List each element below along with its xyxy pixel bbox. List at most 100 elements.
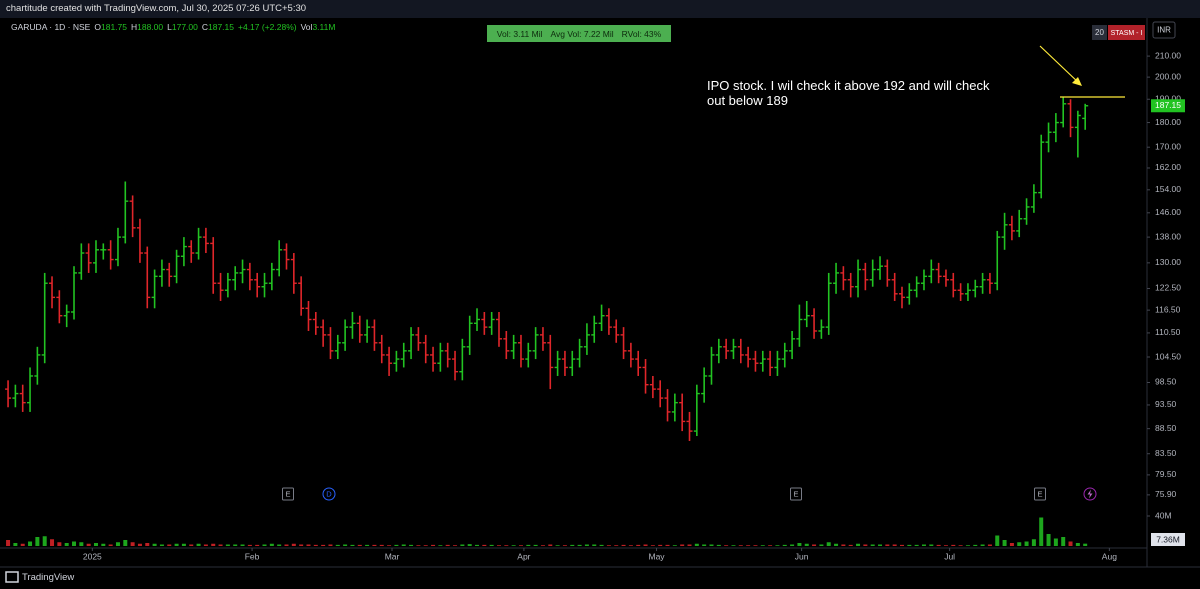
volume-bar — [211, 543, 216, 546]
volume-bar — [1075, 543, 1080, 546]
volume-bar — [350, 544, 355, 546]
footer-logo — [5, 571, 19, 583]
volume-bar — [269, 543, 274, 546]
field-key: H — [130, 22, 138, 32]
volume-bar — [277, 544, 282, 546]
volume-bar — [284, 544, 289, 546]
volume-bar — [489, 544, 494, 546]
symbol: GARUDA · 1D · NSE — [11, 22, 91, 32]
y-tick-label: 88.50 — [1155, 423, 1177, 433]
top-banner — [0, 0, 1200, 18]
volume-bar — [460, 544, 465, 546]
volume-bar — [804, 543, 809, 546]
currency-box[interactable] — [1152, 21, 1176, 39]
volume-bar — [987, 544, 992, 546]
volume-bar — [291, 543, 296, 546]
volume-bar — [753, 545, 758, 546]
volume-bar — [313, 544, 318, 546]
volume-bar — [973, 544, 978, 546]
y-tick-label: 122.50 — [1155, 283, 1181, 293]
event-icon[interactable] — [790, 487, 802, 501]
volume-bar — [72, 541, 77, 546]
field-value: 187.15 — [208, 22, 234, 32]
volume-bar — [299, 544, 304, 546]
volume-bar — [365, 544, 370, 546]
volume-bar — [504, 545, 509, 546]
volume-bar — [819, 544, 824, 546]
volume-bar — [1053, 538, 1058, 546]
event-label[interactable]: D — [326, 489, 332, 498]
volume-bar — [834, 543, 839, 546]
field-key: Vol — [300, 22, 313, 32]
volume-bar — [28, 541, 33, 546]
volume-bar — [174, 543, 179, 546]
volume-bar — [687, 544, 692, 546]
volume-bar — [445, 544, 450, 546]
volume-bar — [225, 544, 230, 546]
event-icon[interactable] — [1034, 487, 1046, 501]
volume-bar — [760, 545, 765, 546]
event-icon[interactable] — [282, 487, 294, 501]
volume-bar — [929, 544, 934, 546]
badge-box[interactable] — [1108, 25, 1145, 40]
volume-bar — [50, 539, 55, 546]
x-tick-label: 2025 — [83, 551, 102, 561]
volume-bar — [401, 544, 406, 546]
volume-bar — [189, 544, 194, 546]
volume-bar — [152, 543, 157, 546]
event-label[interactable]: E — [285, 489, 290, 498]
event-icon[interactable] — [1083, 487, 1097, 501]
footer-brand: TradingView — [22, 572, 74, 583]
y-tick-label: 116.50 — [1155, 304, 1181, 314]
event-icon[interactable] — [322, 487, 336, 501]
volume-tag: 7.36M — [1156, 534, 1180, 544]
volume-bar — [899, 544, 904, 546]
volume-bar — [108, 544, 113, 546]
volume-bar — [562, 545, 567, 546]
y-tick-label: 110.50 — [1155, 327, 1181, 337]
y-tick-label: 146.00 — [1155, 207, 1181, 217]
chart-pane — [0, 18, 1200, 567]
price-tag-box — [1151, 99, 1185, 113]
volume-bar — [709, 544, 714, 546]
volume-bar — [628, 545, 633, 546]
field-value: 188.00 — [137, 22, 164, 32]
volume-status: Vol: 3.11 Mil Avg Vol: 7.22 Mil RVol: 43… — [487, 25, 671, 42]
volume-bar — [196, 543, 201, 546]
badge-box[interactable] — [1092, 25, 1107, 40]
volume-bar — [775, 545, 780, 546]
volume-bar — [431, 544, 436, 546]
x-tick-label: Mar — [385, 551, 400, 561]
volume-bar — [482, 544, 487, 546]
volume-bar — [797, 543, 802, 546]
volume-bar — [240, 544, 245, 546]
volume-bar — [453, 545, 458, 546]
currency[interactable]: INR — [1157, 26, 1171, 35]
event-label[interactable]: E — [793, 489, 798, 498]
volume-bar — [145, 543, 150, 546]
field-value: 3.11M — [312, 22, 336, 32]
x-tick-label: May — [649, 551, 666, 561]
volume-bar — [79, 542, 84, 546]
volume-bar — [672, 545, 677, 546]
volume-bar — [848, 544, 853, 546]
badge[interactable]: 20 — [1095, 28, 1104, 37]
volume-bar — [1061, 537, 1066, 546]
volume-bar — [746, 545, 751, 546]
volume-bar — [409, 544, 414, 546]
volume-bar — [995, 535, 1000, 546]
volume-bar — [335, 544, 340, 546]
volume-bar — [958, 545, 963, 546]
event-icon-bolt — [1087, 489, 1093, 499]
badge[interactable]: STASM - I — [1111, 30, 1143, 37]
price-tag: 187.15 — [1155, 100, 1181, 110]
volume-bar — [1083, 543, 1088, 546]
x-tick-label: Jul — [944, 551, 955, 561]
volume-bar — [841, 544, 846, 546]
event-label[interactable]: E — [1037, 489, 1042, 498]
volume-bar — [57, 542, 62, 546]
volume-bar — [1024, 541, 1029, 546]
volume-bar — [943, 545, 948, 546]
y-tick-label: 130.00 — [1155, 257, 1181, 267]
